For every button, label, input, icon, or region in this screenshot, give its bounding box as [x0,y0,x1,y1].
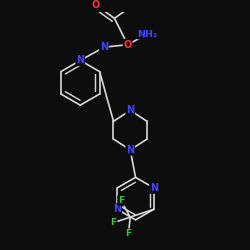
Text: N: N [126,145,134,155]
Text: N: N [76,56,84,66]
Text: F: F [110,218,117,227]
Text: O: O [92,0,100,10]
Text: F: F [125,229,132,238]
Text: F: F [118,196,124,205]
Text: O: O [124,40,132,50]
Text: N: N [150,183,158,193]
Text: N: N [100,42,108,52]
Text: N: N [126,106,134,116]
Text: N: N [113,204,121,214]
Text: NH₂: NH₂ [137,30,158,38]
